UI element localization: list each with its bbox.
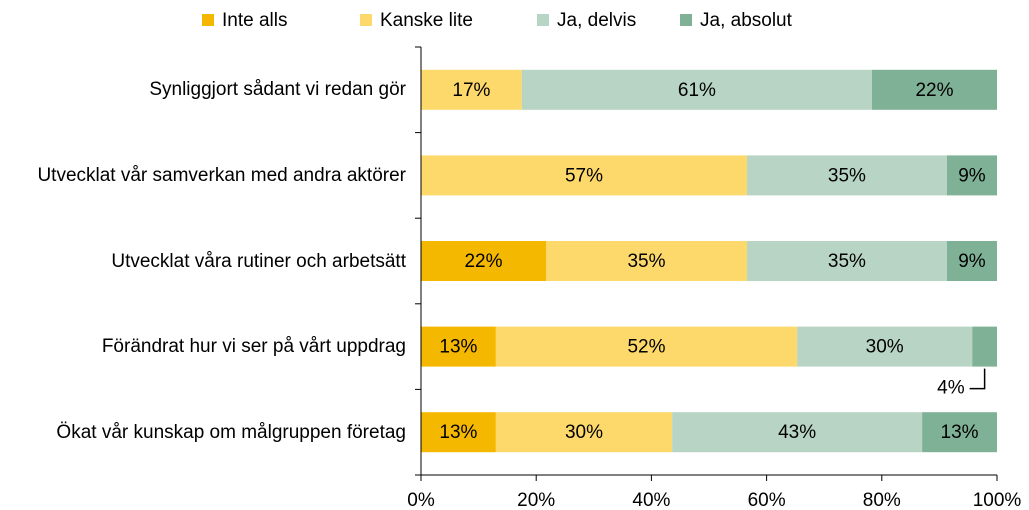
value-label: 30% bbox=[565, 422, 603, 443]
legend-label: Inte alls bbox=[222, 10, 287, 31]
leader-line bbox=[969, 368, 986, 390]
value-label: 35% bbox=[627, 251, 665, 272]
legend-swatch bbox=[202, 14, 214, 26]
category-text: Ökat vår kunskap om målgruppen företag bbox=[56, 421, 406, 443]
value-label: 22% bbox=[464, 251, 502, 272]
legend-label: Kanske lite bbox=[380, 10, 473, 31]
value-label: 13% bbox=[439, 337, 477, 358]
value-label: 57% bbox=[565, 165, 603, 186]
category-text: Utvecklat våra rutiner och arbetsätt bbox=[111, 250, 406, 272]
bar-segment bbox=[872, 69, 997, 110]
x-tick-label: 0% bbox=[407, 490, 435, 510]
bar-segment bbox=[946, 155, 997, 196]
value-label: 13% bbox=[439, 422, 477, 443]
legend-label: Ja, delvis bbox=[557, 10, 636, 31]
value-label: 52% bbox=[627, 337, 665, 358]
value-label: 61% bbox=[678, 80, 716, 101]
value-label: 4% bbox=[937, 378, 965, 399]
value-label: 13% bbox=[941, 422, 979, 443]
category-label: Ökat vår kunskap om målgruppen företag bbox=[8, 402, 406, 462]
category-label: Förändrat hur vi ser på vårt uppdrag bbox=[8, 317, 406, 377]
bar-segment bbox=[797, 326, 973, 367]
bar-segment bbox=[521, 69, 873, 110]
value-label: 17% bbox=[452, 80, 490, 101]
x-tick-label: 40% bbox=[632, 490, 670, 510]
bar-segment bbox=[495, 412, 673, 453]
category-text: Utvecklat vår samverkan med andra aktöre… bbox=[37, 164, 406, 186]
category-label: Utvecklat vår samverkan med andra aktöre… bbox=[8, 145, 406, 205]
legend-swatch bbox=[537, 14, 549, 26]
value-label: 35% bbox=[828, 165, 866, 186]
bar-segment bbox=[972, 326, 997, 367]
bar-segment bbox=[421, 155, 748, 196]
x-tick-label: 60% bbox=[748, 490, 786, 510]
category-text: Synliggjort sådant vi redan gör bbox=[149, 79, 406, 101]
bar-segment bbox=[495, 326, 798, 367]
bar-segment bbox=[922, 412, 997, 453]
bar-segment bbox=[421, 241, 546, 281]
category-label: Synliggjort sådant vi redan gör bbox=[8, 60, 406, 120]
legend-swatch bbox=[680, 14, 692, 26]
bar-segment bbox=[421, 69, 522, 110]
value-label: 30% bbox=[866, 337, 904, 358]
value-label: 43% bbox=[778, 422, 816, 443]
legend-swatch bbox=[360, 14, 372, 26]
bar-segment bbox=[672, 412, 923, 453]
x-tick-label: 80% bbox=[863, 490, 901, 510]
value-label: 35% bbox=[828, 251, 866, 272]
category-text: Förändrat hur vi ser på vårt uppdrag bbox=[101, 336, 406, 358]
category-label: Utvecklat våra rutiner och arbetsätt bbox=[8, 231, 406, 291]
x-tick-label: 100% bbox=[973, 490, 1022, 510]
bar-segment bbox=[946, 241, 997, 281]
bar-segment bbox=[545, 241, 748, 281]
legend-label: Ja, absolut bbox=[700, 10, 793, 31]
bar-segment bbox=[747, 241, 947, 281]
value-label: 9% bbox=[958, 165, 986, 186]
value-label: 9% bbox=[958, 251, 986, 272]
x-tick-label: 20% bbox=[517, 490, 555, 510]
bar-segment bbox=[421, 326, 496, 367]
bar-segment bbox=[421, 412, 496, 453]
bar-segment bbox=[747, 155, 947, 196]
value-label: 22% bbox=[915, 80, 953, 101]
